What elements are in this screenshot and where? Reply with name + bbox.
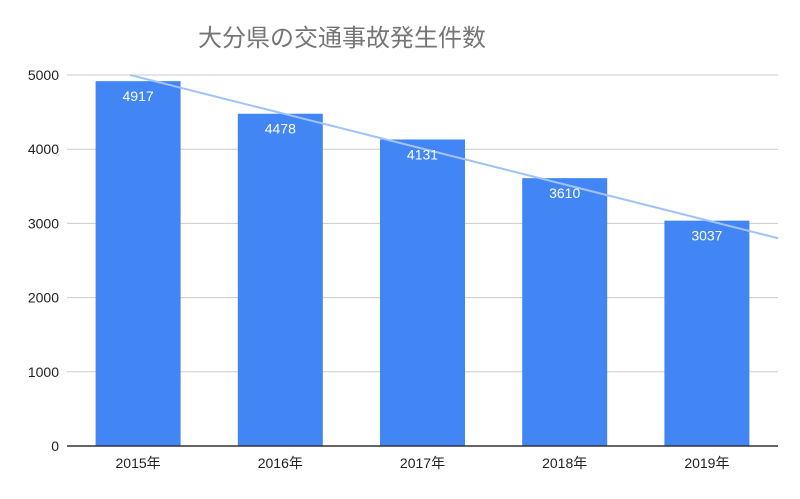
- x-tick-label: 2019年: [684, 455, 729, 471]
- x-tick-label: 2015年: [116, 455, 161, 471]
- y-tick-label: 3000: [28, 215, 59, 231]
- y-tick-label: 1000: [28, 364, 59, 380]
- data-label: 3037: [691, 228, 722, 244]
- chart-title: 大分県の交通事故発生件数: [198, 24, 486, 52]
- bar: [664, 220, 750, 446]
- data-label: 3610: [549, 185, 580, 201]
- bar: [237, 113, 323, 447]
- bar: [380, 139, 465, 446]
- bar: [95, 81, 181, 446]
- y-tick-label: 4000: [28, 141, 59, 157]
- data-label: 4478: [265, 121, 296, 137]
- x-tick-label: 2018年: [542, 455, 587, 471]
- x-tick-label: 2016年: [258, 455, 303, 471]
- y-tick-label: 5000: [28, 67, 59, 83]
- bar: [522, 178, 608, 446]
- x-tick-label: 2017年: [400, 455, 445, 471]
- trendline: [129, 74, 779, 240]
- data-label: 4131: [407, 146, 438, 162]
- data-label: 4917: [123, 88, 154, 104]
- y-tick-label: 2000: [28, 290, 59, 306]
- y-tick-label: 0: [51, 438, 59, 454]
